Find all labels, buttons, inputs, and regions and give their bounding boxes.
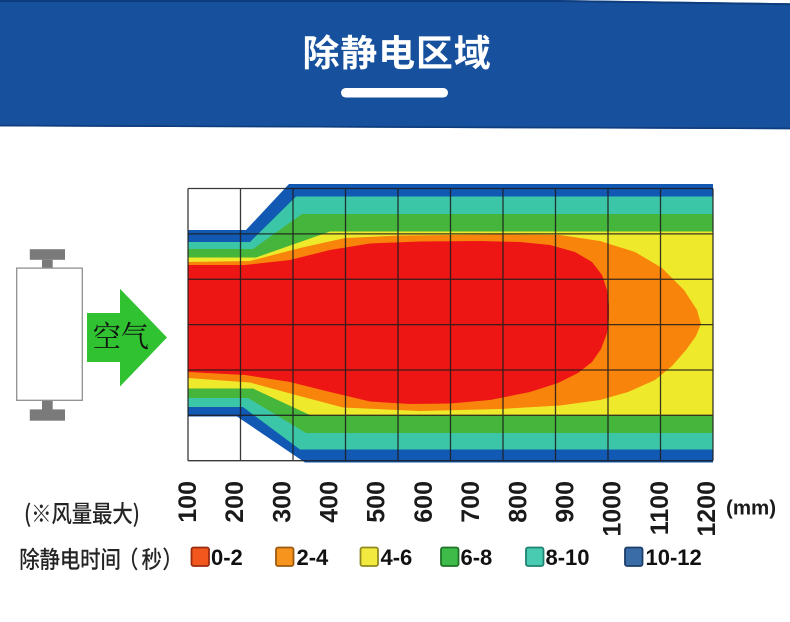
svg-text:1200: 1200 xyxy=(693,481,721,537)
svg-text:2-4: 2-4 xyxy=(297,545,330,570)
svg-text:10-12: 10-12 xyxy=(646,545,702,570)
svg-text:(mm): (mm) xyxy=(726,497,776,520)
svg-text:500: 500 xyxy=(363,481,391,523)
svg-text:1000: 1000 xyxy=(599,481,627,537)
svg-text:0-2: 0-2 xyxy=(211,545,243,570)
svg-text:800: 800 xyxy=(504,481,532,523)
svg-text:1100: 1100 xyxy=(646,481,674,535)
svg-text:8-10: 8-10 xyxy=(546,545,590,570)
svg-text:6-8: 6-8 xyxy=(461,545,493,570)
svg-text:600: 600 xyxy=(410,481,438,523)
svg-text:400: 400 xyxy=(316,481,344,523)
svg-text:4-6: 4-6 xyxy=(381,545,413,570)
svg-text:900: 900 xyxy=(552,481,580,523)
svg-text:100: 100 xyxy=(174,481,202,523)
svg-text:300: 300 xyxy=(268,481,296,523)
svg-text:700: 700 xyxy=(457,481,485,523)
svg-text:200: 200 xyxy=(221,481,249,523)
